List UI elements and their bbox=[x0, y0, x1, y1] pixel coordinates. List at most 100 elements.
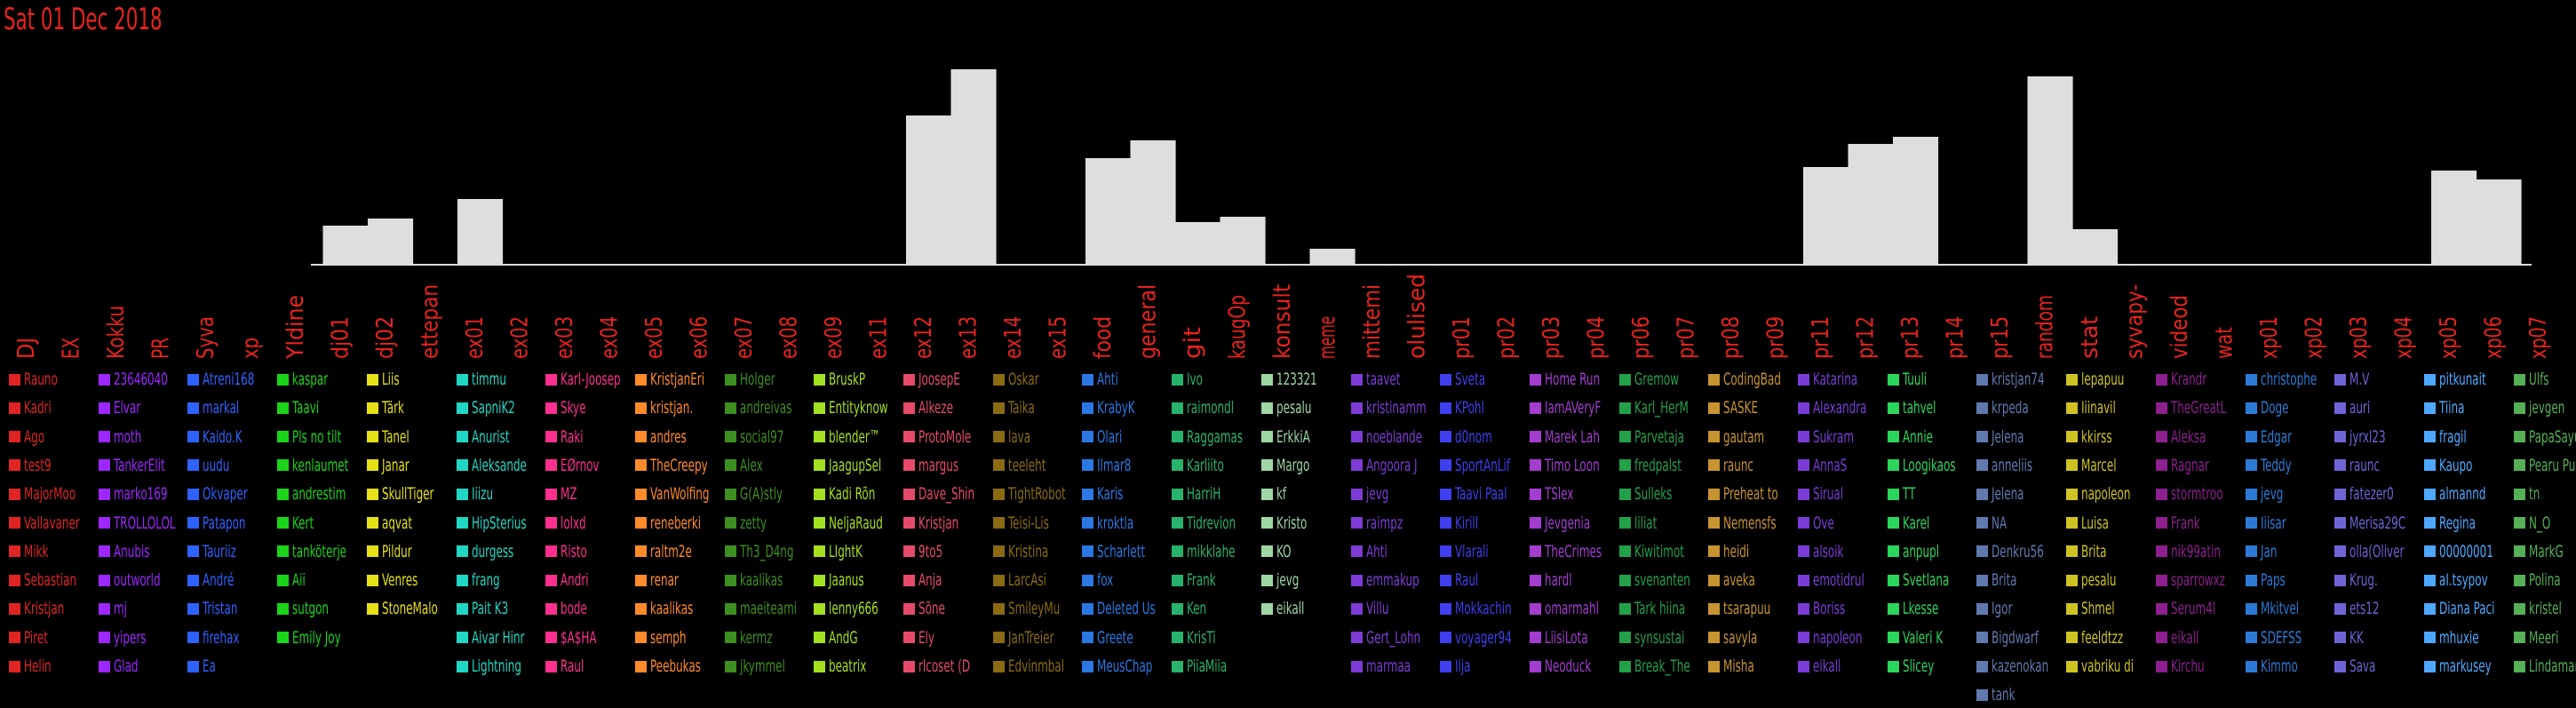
user-entry: almannd bbox=[2423, 481, 2512, 507]
user-name: Scharlett bbox=[1097, 541, 1146, 561]
user-name: Kiwitimot bbox=[1634, 541, 1684, 561]
user-color-swatch bbox=[1976, 459, 1989, 472]
user-color-swatch bbox=[1260, 459, 1273, 472]
user-color-swatch bbox=[2066, 574, 2079, 586]
user-name: Raul bbox=[1455, 570, 1479, 591]
user-color-swatch bbox=[277, 632, 290, 644]
bar-food bbox=[1085, 158, 1132, 265]
user-color-swatch bbox=[2066, 431, 2079, 443]
user-color-swatch bbox=[903, 373, 915, 386]
category-label-Yldine: Yldine bbox=[282, 295, 309, 360]
user-name: Elvar bbox=[113, 398, 140, 418]
user-entry: SkullTiger bbox=[366, 481, 455, 507]
user-entry: TSlex bbox=[1529, 481, 1618, 507]
user-color-swatch bbox=[366, 402, 378, 414]
user-name: tn bbox=[2528, 484, 2540, 505]
user-name: 23646040 bbox=[113, 370, 168, 389]
user-color-swatch bbox=[724, 373, 736, 386]
user-entry: SmileyMu bbox=[992, 595, 1081, 622]
user-name: tsarapuu bbox=[1723, 599, 1771, 619]
user-color-swatch bbox=[2513, 402, 2525, 414]
user-name: taavet bbox=[1365, 370, 1400, 389]
user-color-swatch bbox=[277, 545, 290, 558]
user-entry: Peebukas bbox=[634, 653, 723, 680]
user-color-swatch bbox=[1529, 660, 1541, 672]
user-entry: JaagupSel bbox=[814, 452, 902, 479]
user-entry: tahvel bbox=[1887, 394, 1976, 421]
user-entry: anpupl bbox=[1887, 538, 1976, 565]
user-name: feeldtzz bbox=[2081, 627, 2124, 648]
user-name: Taavi bbox=[292, 398, 320, 418]
user-entry: Ago bbox=[9, 424, 97, 450]
user-entry: Diana Paci bbox=[2423, 595, 2512, 622]
user-name: eikall bbox=[1276, 599, 1305, 619]
user-entry: Kert bbox=[277, 510, 365, 537]
user-color-swatch bbox=[9, 517, 20, 529]
user-entry: MeusChap bbox=[1082, 653, 1170, 680]
user-entry: Anja bbox=[903, 567, 991, 593]
user-name: Kadri bbox=[24, 398, 52, 418]
user-name: Jaanus bbox=[829, 570, 864, 591]
user-color-swatch bbox=[1708, 402, 1721, 414]
user-entry: Sirual bbox=[1798, 481, 1886, 507]
user-color-swatch bbox=[1082, 431, 1094, 443]
user-color-swatch bbox=[992, 517, 1005, 529]
user-color-swatch bbox=[1082, 373, 1094, 386]
user-name: Kaupo bbox=[2438, 455, 2473, 475]
user-entry: Vlarali bbox=[1440, 538, 1528, 565]
user-color-swatch bbox=[1172, 431, 1184, 443]
user-entry: Gert_Lohn bbox=[1350, 624, 1439, 651]
user-entry: vabriku di bbox=[2066, 653, 2154, 680]
user-entry: G(A)stly bbox=[724, 481, 813, 507]
bar-ex13 bbox=[950, 69, 997, 265]
user-color-swatch bbox=[724, 545, 736, 558]
user-name: firehax bbox=[203, 627, 240, 648]
user-entry: fatezer0 bbox=[2334, 481, 2422, 507]
category-label-pr04: pr04 bbox=[1584, 316, 1610, 359]
user-entry: raunc bbox=[2334, 452, 2422, 479]
user-name: Ago bbox=[24, 426, 45, 447]
user-color-swatch bbox=[903, 602, 915, 615]
user-name: Marcel bbox=[2081, 455, 2117, 475]
user-entry: N_O bbox=[2513, 510, 2576, 537]
user-name: Olari bbox=[1097, 426, 1123, 447]
user-name: Parvetaja bbox=[1634, 426, 1684, 447]
user-name: vabriku di bbox=[2081, 656, 2135, 676]
user-name: TSlex bbox=[1544, 484, 1574, 505]
user-name: StoneMalo bbox=[381, 599, 438, 619]
user-color-swatch bbox=[1618, 488, 1631, 500]
user-name: TheGreatL bbox=[2170, 398, 2226, 418]
user-entry: beatrix bbox=[814, 653, 902, 680]
user-name: savyla bbox=[1723, 627, 1758, 648]
user-name: fatezer0 bbox=[2349, 484, 2394, 505]
user-entry: eikall bbox=[1260, 595, 1349, 622]
user-entry: pesalu bbox=[2066, 567, 2154, 593]
category-label-ex07: ex07 bbox=[731, 316, 758, 359]
user-color-swatch bbox=[1708, 431, 1721, 443]
user-color-swatch bbox=[1172, 574, 1184, 586]
bar-ex01 bbox=[457, 199, 504, 265]
user-name: anneliis bbox=[1992, 455, 2033, 475]
user-name: Ilmar8 bbox=[1097, 455, 1132, 475]
user-name: Karel bbox=[1902, 513, 1929, 533]
user-color-swatch bbox=[634, 574, 647, 586]
category-label-videod: videod bbox=[2167, 295, 2193, 359]
user-entry: Regina bbox=[2423, 510, 2512, 537]
user-name: kroktla bbox=[1097, 513, 1134, 533]
user-color-swatch bbox=[1708, 660, 1721, 672]
user-name: ErkkiA bbox=[1276, 426, 1310, 447]
user-name: Aleksa bbox=[2170, 426, 2206, 447]
user-color-swatch bbox=[545, 545, 558, 558]
user-entry: Frank bbox=[2155, 510, 2244, 537]
user-color-swatch bbox=[2513, 517, 2525, 529]
user-entry: TheGreatL bbox=[2155, 394, 2244, 421]
user-color-swatch bbox=[992, 660, 1005, 672]
user-entry: Iiizu bbox=[456, 481, 545, 507]
user-entry: Risto bbox=[545, 538, 633, 565]
user-color-swatch bbox=[1440, 431, 1452, 443]
user-name: voyager94 bbox=[1455, 627, 1513, 648]
user-entry: LIghtK bbox=[814, 538, 902, 565]
user-name: napoleon bbox=[1813, 627, 1863, 648]
user-name: Slicey bbox=[1902, 656, 1934, 676]
user-entry: moth bbox=[98, 424, 187, 450]
